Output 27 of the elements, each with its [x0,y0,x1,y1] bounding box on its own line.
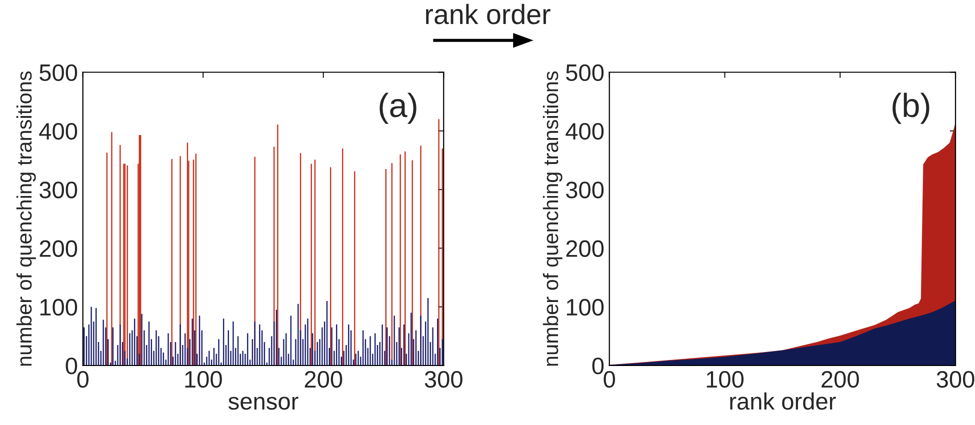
y-tick-label: 400 [39,122,78,140]
text: rank order [426,4,550,24]
x-tick-label: 100 [706,370,744,388]
y-tick-label: 0 [592,358,604,374]
annotation: (b) [892,92,930,124]
x-axis-title: sensor [228,396,298,410]
y-tick-label: 200 [40,240,78,257]
y-tick-label: 100 [566,298,604,316]
x-tick-label: 300 [424,370,462,388]
y-tick-label: 500 [566,64,604,82]
y-tick-label: 100 [40,298,78,316]
y-tick-label: 0 [66,358,78,374]
y-tick-label: 500 [40,64,78,82]
x-tick-label: 0 [604,370,616,388]
x-tick-label: 0 [77,370,89,388]
x-axis-title: rank order [730,392,836,410]
y-axis-title: number of quenching transitions [16,71,36,366]
y-axis-title: number of quenching transitions [542,71,562,366]
x-tick-label: 300 [936,370,974,388]
y-tick-label: 300 [566,182,604,198]
annotation: (a) [380,92,416,124]
x-tick-label: 200 [822,370,859,388]
y-tick-label: 300 [40,182,78,198]
x-tick-label: 100 [185,370,222,388]
x-tick-label: 200 [304,370,342,388]
y-tick-label: 200 [566,240,604,257]
y-tick-label: 400 [566,122,604,140]
